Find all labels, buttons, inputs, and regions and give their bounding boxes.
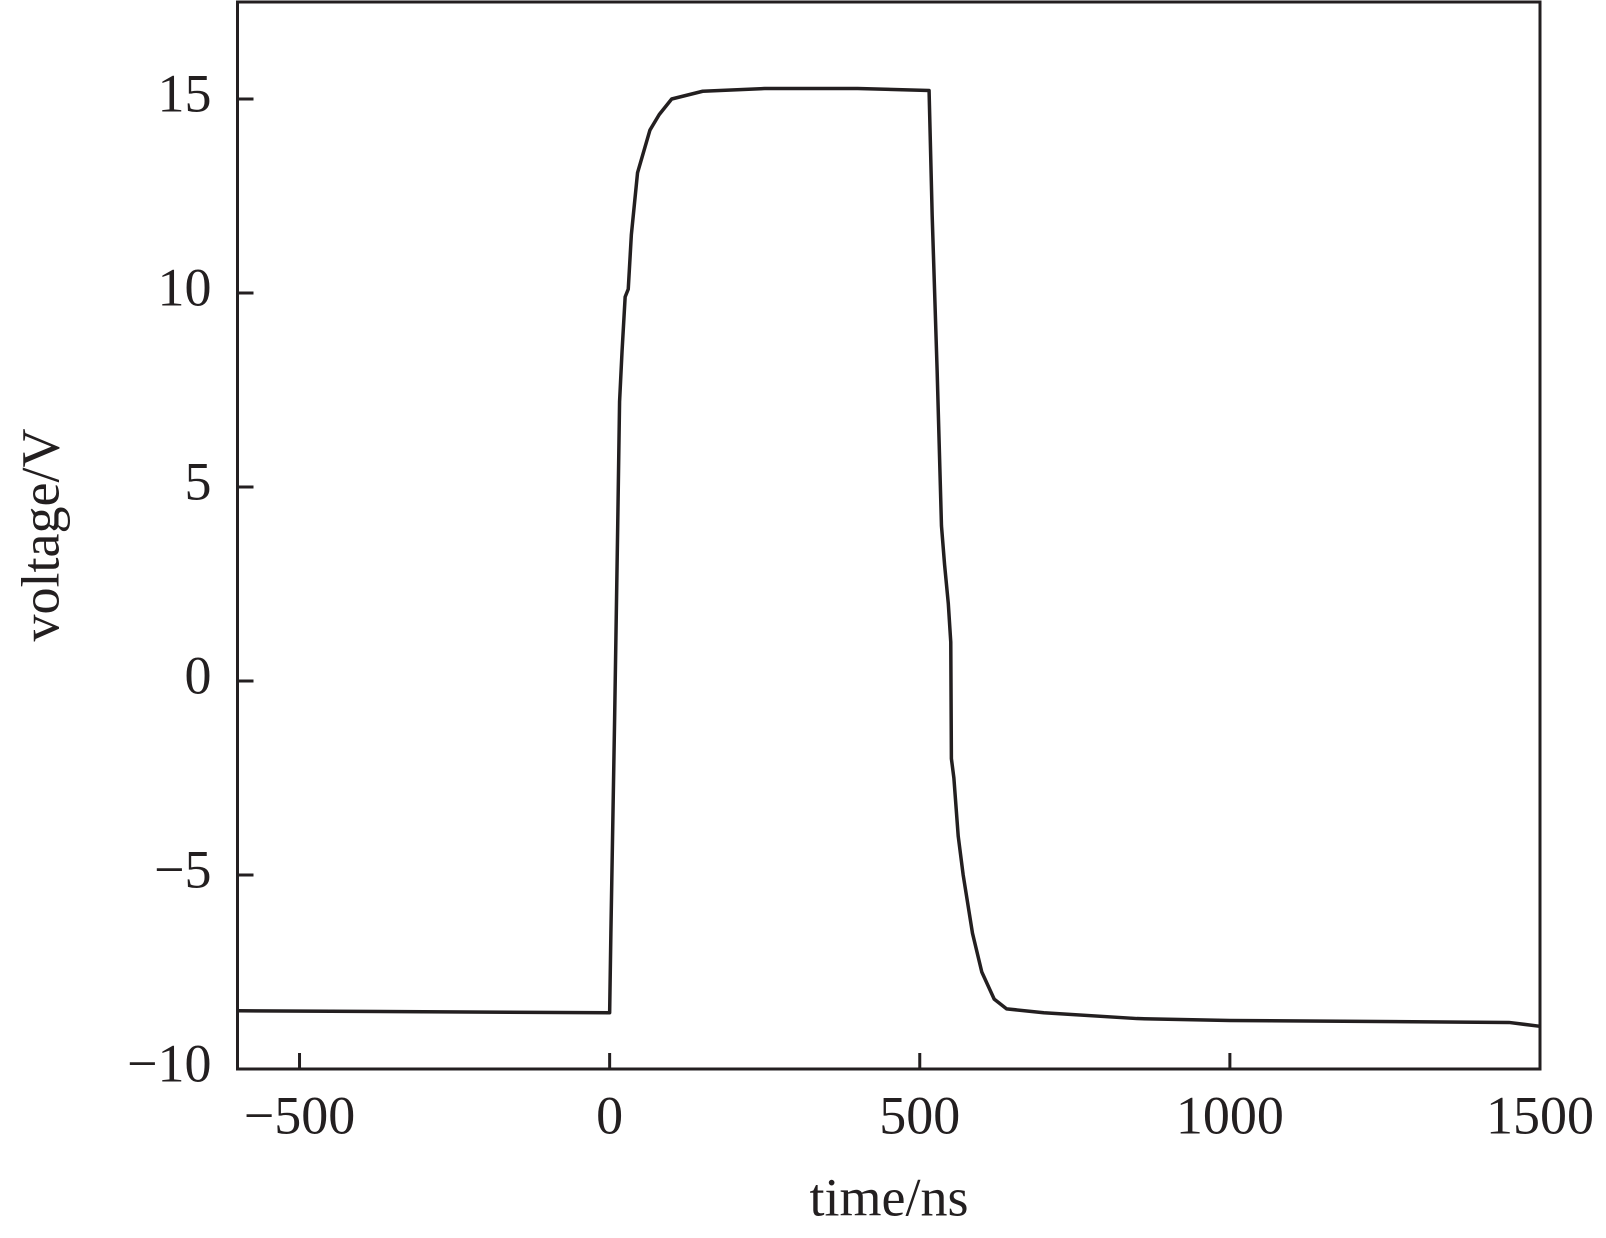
y-tick-label: 10 — [158, 257, 212, 317]
x-axis-title: time/ns — [810, 1167, 969, 1227]
x-tick-label: −500 — [244, 1085, 355, 1145]
y-axis-title: voltage/V — [10, 429, 70, 642]
plot-frame — [236, 0, 1542, 1071]
x-tick-label: 500 — [879, 1085, 960, 1145]
y-tick-label: −10 — [127, 1033, 211, 1093]
y-tick-label: −5 — [154, 839, 211, 899]
x-tick-label: 0 — [596, 1085, 623, 1145]
y-tick-label: 0 — [185, 645, 212, 705]
line — [237, 86, 1541, 1029]
y-tick-label: 5 — [185, 451, 212, 511]
y-tick-label: 15 — [158, 63, 212, 123]
x-tick-label: 1500 — [1486, 1085, 1594, 1145]
x-tick-label: 1000 — [1176, 1085, 1284, 1145]
